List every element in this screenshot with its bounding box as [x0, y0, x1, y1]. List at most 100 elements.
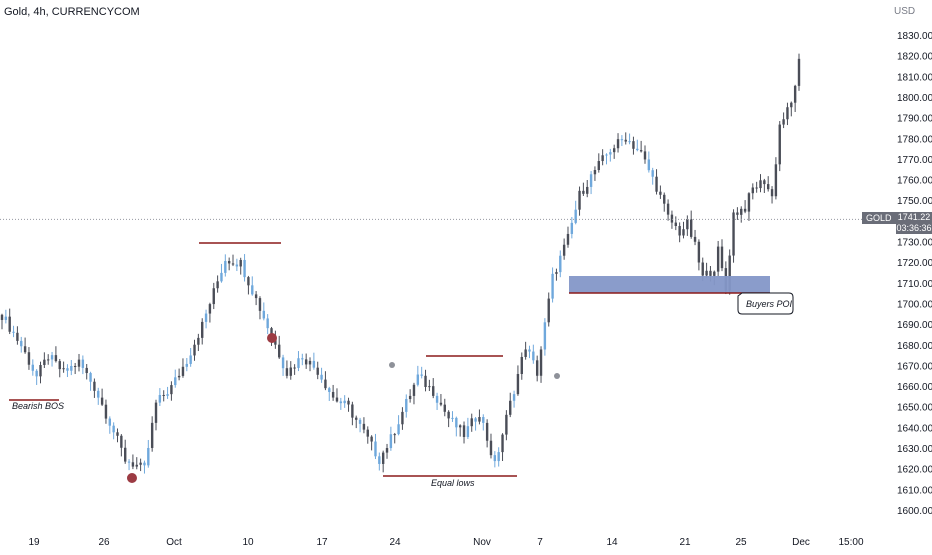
candle-body	[524, 349, 527, 357]
candle-body	[435, 395, 439, 403]
last-price: 1741.22	[897, 212, 931, 222]
candle-body	[262, 310, 266, 319]
candle-body	[443, 404, 446, 412]
candle-body	[324, 379, 327, 389]
candle-body	[312, 360, 316, 368]
candle-body	[689, 219, 693, 237]
candle-body	[278, 344, 281, 358]
candle-body	[127, 461, 131, 463]
candle-body	[308, 360, 312, 365]
candle-body	[736, 212, 739, 215]
candle-body	[31, 364, 35, 371]
candle-body	[686, 219, 689, 230]
candle-body	[47, 359, 50, 361]
y-tick-label: 1800.00	[897, 93, 932, 104]
candle-body	[181, 366, 185, 376]
candle-body	[401, 411, 404, 425]
candle-body	[424, 375, 427, 388]
candle-body	[516, 373, 520, 395]
candle-body	[620, 139, 624, 141]
candle-body	[786, 107, 789, 120]
candle-body	[432, 386, 435, 396]
y-tick-label: 1830.00	[897, 31, 932, 42]
candle-body	[659, 191, 662, 195]
y-tick-label: 1790.00	[897, 114, 932, 125]
candle-body	[104, 404, 108, 419]
candle-body	[220, 272, 223, 282]
candle-body	[35, 370, 38, 377]
candle-body	[562, 244, 566, 256]
candle-body	[77, 359, 81, 367]
candle-body	[570, 222, 574, 234]
currency-label: USD	[894, 6, 916, 17]
y-tick-label: 1810.00	[897, 72, 932, 83]
candle-body	[8, 316, 11, 332]
x-tick-label: 24	[389, 537, 401, 548]
candle-body	[624, 139, 627, 142]
candle-body	[639, 150, 643, 152]
candle-body	[447, 411, 450, 419]
candle-body	[666, 203, 670, 215]
candle-body	[339, 401, 343, 404]
candle-body	[674, 222, 677, 226]
candle-body	[451, 417, 454, 419]
x-tick-label: 26	[98, 537, 110, 548]
price-box: 1741.22 03:36:36	[895, 212, 932, 234]
candle-body	[655, 176, 658, 192]
candle-body	[770, 189, 774, 197]
y-tick-label: 1610.00	[897, 485, 932, 496]
candle-body	[397, 424, 400, 435]
candle-body	[389, 434, 393, 449]
candle-body	[27, 352, 31, 365]
candle-body	[574, 209, 577, 223]
candle-body	[166, 394, 169, 396]
candle-body	[281, 357, 285, 369]
candle-body	[39, 365, 42, 377]
candle-body	[455, 417, 458, 428]
candle-body	[474, 418, 477, 422]
candle-body	[612, 148, 616, 153]
candle-body	[212, 288, 215, 305]
candle-body	[778, 124, 781, 165]
candle-body	[247, 277, 250, 286]
candle-body	[131, 462, 135, 467]
candle-body	[559, 255, 562, 273]
candle-body	[755, 187, 758, 189]
candle-body	[20, 340, 23, 347]
candle-body	[636, 148, 639, 151]
candle-body	[616, 139, 620, 149]
candle-body	[239, 259, 242, 267]
candle-body	[301, 358, 304, 360]
candle-body	[135, 464, 138, 467]
candle-body	[266, 318, 269, 329]
candle-body	[705, 270, 708, 276]
candle-body	[143, 462, 146, 466]
x-tick-label: 21	[679, 537, 691, 548]
candle-body	[174, 377, 177, 386]
candle-body	[582, 190, 585, 194]
candle-body	[112, 425, 115, 433]
candle-body	[551, 273, 554, 299]
candle-body	[193, 344, 196, 356]
candle-body	[189, 355, 192, 364]
candle-body	[58, 361, 61, 370]
candle-body	[462, 425, 466, 437]
candle-body	[124, 447, 127, 462]
candle-body	[713, 271, 716, 276]
candle-body	[258, 298, 262, 311]
candle-body	[493, 455, 497, 462]
candle-body	[293, 367, 296, 369]
y-tick-label: 1690.00	[897, 320, 932, 331]
y-tick-label: 1630.00	[897, 444, 932, 455]
candle-body	[62, 368, 65, 370]
candle-body	[539, 349, 543, 376]
candle-body	[720, 246, 724, 269]
candle-body	[139, 462, 142, 465]
buyers-poi-label: Buyers POI	[746, 299, 793, 309]
candle-body	[751, 187, 754, 194]
x-tick-label: 25	[735, 537, 747, 548]
y-tick-label: 1710.00	[897, 279, 932, 290]
candle-body	[366, 429, 369, 437]
